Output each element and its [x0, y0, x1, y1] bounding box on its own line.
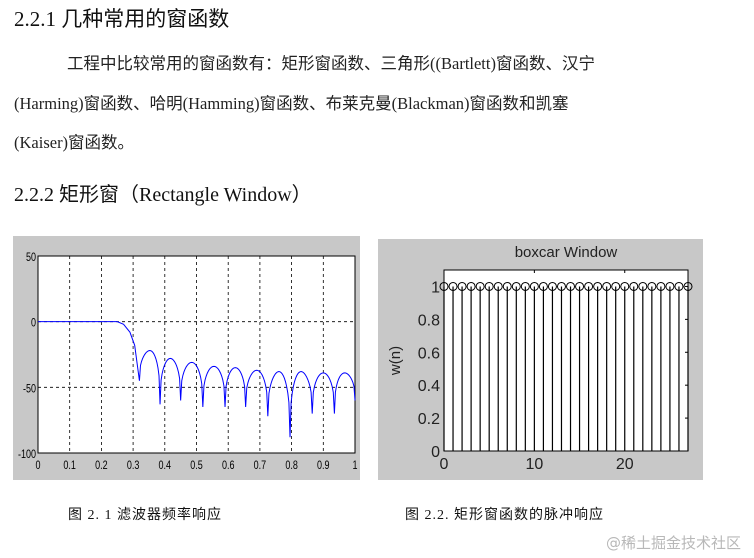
stem-marker [493, 281, 503, 291]
stem-marker [620, 281, 630, 291]
x-tick-label: 0.5 [190, 459, 203, 473]
stem-marker [556, 281, 566, 291]
x-tick-label: 0 [35, 459, 40, 473]
x-tick-label: 1 [352, 459, 357, 473]
y-tick-label: 0.8 [418, 312, 440, 329]
x-tick-label: 0.3 [127, 459, 140, 473]
y-tick-label: 0.6 [418, 345, 440, 362]
stem-marker [656, 281, 666, 291]
x-tick-label: 0 [440, 456, 449, 473]
stem-marker [683, 281, 693, 291]
stem-marker [520, 281, 530, 291]
stem-marker [665, 281, 675, 291]
stem-marker [466, 281, 476, 291]
frequency-response-chart: 0 0.1 0.2 0.3 0.4 0.5 0.6 0.7 0.8 0.9 1 50 0 -50 -100 [13, 236, 360, 480]
stem-marker [439, 281, 449, 291]
x-tick-label: 0.1 [63, 459, 76, 473]
stem-marker [611, 281, 621, 291]
x-tick-label: 20 [616, 456, 634, 473]
stem-marker [457, 281, 467, 291]
stem-marker [584, 281, 594, 291]
y-axis-label: w(n) [387, 346, 404, 376]
stem-marker [502, 281, 512, 291]
stem-marker [566, 281, 576, 291]
y-tick-label: 50 [26, 251, 36, 265]
stem-marker [511, 281, 521, 291]
paragraph-line-1: 工程中比较常用的窗函数有：矩形窗函数、三角形((Bartlett)窗函数、汉宁 [67, 54, 595, 73]
y-tick-label: -50 [23, 382, 36, 396]
response-curve [38, 321, 356, 438]
stem-marker [448, 281, 458, 291]
stem-marker [538, 281, 548, 291]
figure-caption-1: 图 2. 1 滤波器频率响应 [68, 508, 222, 523]
paragraph-line-2: (Harming)窗函数、哈明(Hamming)窗函数、布莱克曼(Blackma… [14, 94, 569, 113]
x-tick-label: 0.7 [254, 459, 267, 473]
y-tick-label: 0 [431, 444, 440, 461]
y-tick-label: 0.2 [418, 411, 440, 428]
stem-marker [638, 281, 648, 291]
y-tick-label: 1 [431, 279, 440, 296]
section-heading-2-2-1: 2.2.1 几种常用的窗函数 [14, 7, 230, 31]
stem-marker [475, 281, 485, 291]
y-tick-label: -100 [18, 448, 36, 462]
section-heading-2-2-2: 2.2.2 矩形窗（Rectangle Window） [14, 184, 312, 206]
x-tick-label: 0.6 [222, 459, 235, 473]
stem-marker [575, 281, 585, 291]
x-tick-label: 10 [525, 456, 543, 473]
x-tick-label: 0.9 [317, 459, 330, 473]
x-tick-label: 0.4 [159, 459, 172, 473]
chart-title: boxcar Window [515, 244, 618, 261]
stem-marker [674, 281, 684, 291]
y-tick-label: 0.4 [418, 378, 440, 395]
stem-marker [647, 281, 657, 291]
stem-marker [629, 281, 639, 291]
figure-caption-2: 图 2.2. 矩形窗函数的脉冲响应 [405, 508, 604, 523]
stem-marker [602, 281, 612, 291]
stem-marker [484, 281, 494, 291]
stem-marker [593, 281, 603, 291]
y-tick-label: 0 [31, 316, 36, 330]
x-tick-label: 0.2 [95, 459, 108, 473]
paragraph-line-3: (Kaiser)窗函数。 [14, 133, 135, 152]
boxcar-window-chart: boxcar Window w(n) 0 10 20 0 0.2 0.4 0.6 0.8 1 [378, 239, 703, 480]
x-tick-label: 0.8 [285, 459, 298, 473]
plot-area [443, 269, 689, 452]
stem-marker [547, 281, 557, 291]
stem-marker [529, 281, 539, 291]
watermark: @稀土掘金技术社区 [606, 534, 742, 552]
